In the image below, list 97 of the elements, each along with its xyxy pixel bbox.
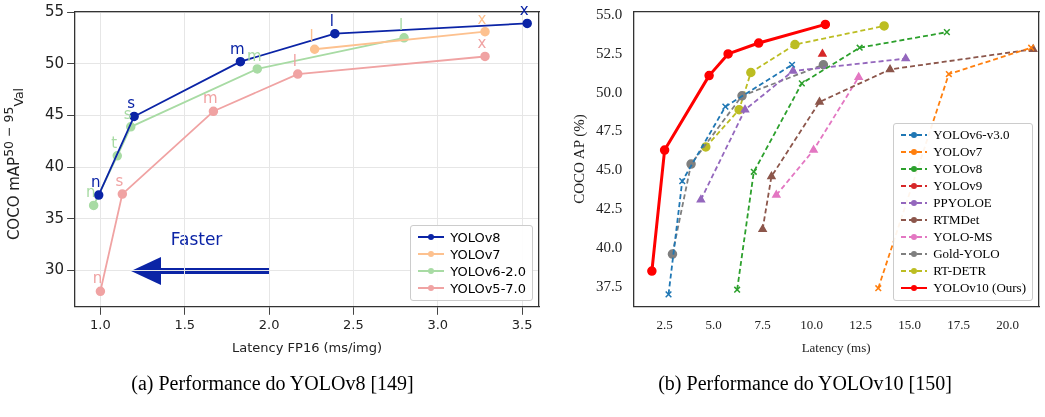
- legend-label: YOLOv6-2.0: [450, 263, 526, 279]
- y-tick-label: 55.0: [596, 6, 623, 23]
- y-tick-label: 50.0: [596, 83, 623, 100]
- annotation: Faster: [170, 229, 223, 250]
- point: [252, 64, 263, 74]
- legend-label: YOLOv9: [933, 178, 983, 195]
- x-tick-label: 10.0: [800, 317, 823, 333]
- point: [95, 286, 106, 297]
- point: [746, 67, 756, 78]
- point: [88, 200, 99, 211]
- point: [943, 28, 951, 36]
- point: [758, 224, 767, 232]
- point: [293, 69, 303, 79]
- point: [659, 145, 670, 155]
- data-label: t: [111, 133, 118, 152]
- y-tick-label: 40.0: [596, 238, 623, 255]
- point: [723, 49, 733, 59]
- point: [820, 19, 831, 30]
- data-label: s: [115, 172, 124, 191]
- x-tick-label: 2.5: [656, 317, 673, 333]
- y-tick-label: 35: [44, 208, 65, 227]
- point: [480, 26, 490, 37]
- legend-label: YOLOv7: [450, 246, 501, 262]
- data-label: l: [398, 15, 404, 34]
- data-label: n: [92, 269, 103, 288]
- point: [704, 70, 714, 81]
- x-axis-title: Latency FP16 (ms/img): [232, 339, 383, 355]
- point: [647, 266, 657, 276]
- x-tick-label: 7.5: [754, 317, 771, 333]
- point: [696, 194, 706, 203]
- legend-label: YOLOv8: [450, 229, 501, 245]
- data-label: m: [203, 89, 218, 108]
- point: [856, 44, 864, 52]
- x-tick-label: 20.0: [996, 317, 1020, 333]
- x-tick-label: 3.5: [511, 316, 533, 332]
- point: [235, 56, 246, 67]
- point: [750, 168, 758, 176]
- point: [885, 64, 895, 73]
- data-label: l: [309, 27, 314, 46]
- y-tick-label: 50: [44, 53, 65, 72]
- legend-label: YOLOv10 (Ours): [933, 280, 1026, 297]
- x-tick-label: 5.0: [705, 317, 722, 333]
- point: [740, 105, 750, 113]
- point: [767, 171, 776, 180]
- legend-label: YOLOv6-v3.0: [933, 127, 1010, 144]
- point: [721, 103, 729, 111]
- y-axis-title: COCO AP (%): [570, 114, 588, 205]
- legend-label: YOLOv8: [933, 161, 983, 178]
- point: [854, 72, 863, 80]
- point: [790, 39, 800, 50]
- point: [809, 145, 818, 153]
- y-tick-label: 52.5: [596, 44, 623, 61]
- x-tick-label: 1.5: [174, 316, 196, 332]
- legend-label: RTMDet: [933, 212, 980, 229]
- data-label: l: [329, 11, 334, 30]
- x-tick-label: 12.5: [849, 317, 872, 333]
- point: [117, 189, 128, 199]
- y-tick-label: 40: [44, 157, 65, 176]
- x-tick-label: 17.5: [947, 317, 971, 333]
- x-tick-label: 1.0: [90, 316, 111, 332]
- point: [522, 18, 532, 29]
- y-tick-label: 55: [44, 1, 65, 20]
- x-tick-label: 2.0: [258, 316, 280, 332]
- legend-label: YOLO-MS: [933, 229, 993, 246]
- data-label: x: [477, 9, 487, 28]
- data-label: m: [230, 39, 245, 58]
- y-tick-label: 47.5: [596, 122, 623, 139]
- point: [309, 44, 320, 54]
- data-label: x: [477, 34, 487, 53]
- point: [815, 97, 824, 105]
- x-tick-label: 3.0: [427, 316, 449, 332]
- text: (b) Performance do YOLOv10 [150]: [657, 372, 953, 395]
- legend-label: Gold-YOLO: [933, 246, 1000, 263]
- y-tick-label: 45: [44, 105, 65, 124]
- legend-label: RT-DETR: [933, 263, 987, 280]
- point: [734, 105, 744, 115]
- legend-label: PPYOLOE: [933, 195, 992, 212]
- data-label: l: [292, 52, 297, 71]
- x-axis-title: Latency (ms): [801, 339, 871, 355]
- y-tick-label: 37.5: [596, 277, 623, 294]
- point: [818, 49, 827, 57]
- point: [788, 66, 798, 74]
- legend-label: YOLOv5-7.0: [450, 280, 526, 296]
- legend-label: YOLOv7: [933, 144, 983, 161]
- y-tick-label: 45.0: [596, 161, 623, 178]
- point: [901, 53, 910, 62]
- point: [772, 190, 781, 198]
- point: [208, 106, 219, 117]
- x-tick-label: 15.0: [898, 317, 922, 333]
- y-tick-label: 30: [44, 260, 65, 279]
- point: [330, 28, 340, 39]
- point: [753, 38, 764, 48]
- text: (a) Performance do YOLOv8 [149]: [130, 372, 415, 395]
- x-tick-label: 2.5: [343, 316, 364, 332]
- y-tick-label: 42.5: [596, 199, 623, 216]
- point: [480, 51, 490, 62]
- point: [879, 21, 889, 31]
